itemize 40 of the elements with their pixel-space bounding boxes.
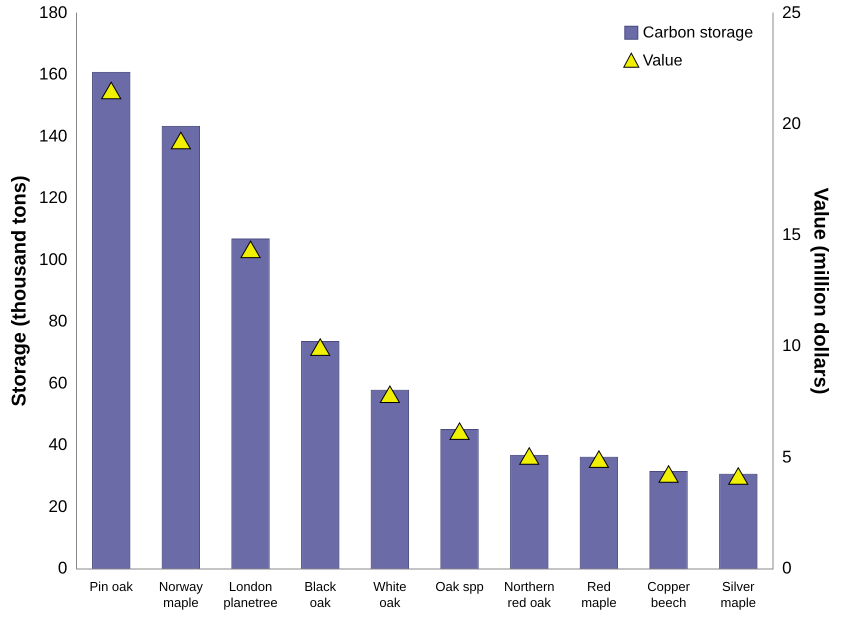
y2-axis-title: Value (million dollars) <box>809 188 832 394</box>
x-tick-label: White oak <box>373 579 407 610</box>
y-tick-label: 40 <box>48 435 68 454</box>
y2-tick-label: 15 <box>782 225 802 244</box>
y2-tick-label: 10 <box>782 336 802 356</box>
y2-tick-label: 5 <box>782 447 792 466</box>
point <box>728 467 748 485</box>
point <box>240 240 261 258</box>
point <box>450 422 470 440</box>
y-tick-label: 80 <box>48 312 68 331</box>
x-tick-label: Oak spp <box>435 579 484 594</box>
legend-label: Value <box>642 52 683 70</box>
y2-tick-label: 25 <box>782 2 802 22</box>
x-tick-label: Northern red oak <box>504 579 555 610</box>
y-tick-label: 180 <box>38 2 68 22</box>
x-tick-label: Pin oak <box>90 579 134 594</box>
y-tick-label: 120 <box>38 188 68 208</box>
point <box>519 447 540 465</box>
y2-tick-label: 0 <box>782 558 792 578</box>
legend-label: Carbon storage <box>642 24 754 42</box>
x-tick-label: London planetree <box>223 579 278 610</box>
point <box>170 132 191 150</box>
y-tick-label: 100 <box>38 250 68 269</box>
x-tick-label: Copper beech <box>647 579 691 610</box>
point <box>658 465 679 483</box>
point <box>101 82 122 100</box>
x-tick-label: Black oak <box>304 579 337 610</box>
x-tick-label: Red maple <box>581 579 617 610</box>
x-tick-label: Norway maple <box>158 579 204 610</box>
y-tick-label: 0 <box>58 558 68 578</box>
y-tick-label: 160 <box>38 64 68 84</box>
y-tick-label: 20 <box>48 496 68 516</box>
point <box>380 386 400 404</box>
y2-tick-label: 20 <box>782 114 802 134</box>
point <box>588 450 609 468</box>
point <box>310 338 330 356</box>
y-axis-title: Storage (thousand tons) <box>8 175 31 407</box>
y-tick-label: 60 <box>48 373 68 392</box>
x-tick-label: Silver maple <box>720 579 756 610</box>
y-tick-label: 140 <box>38 126 68 146</box>
